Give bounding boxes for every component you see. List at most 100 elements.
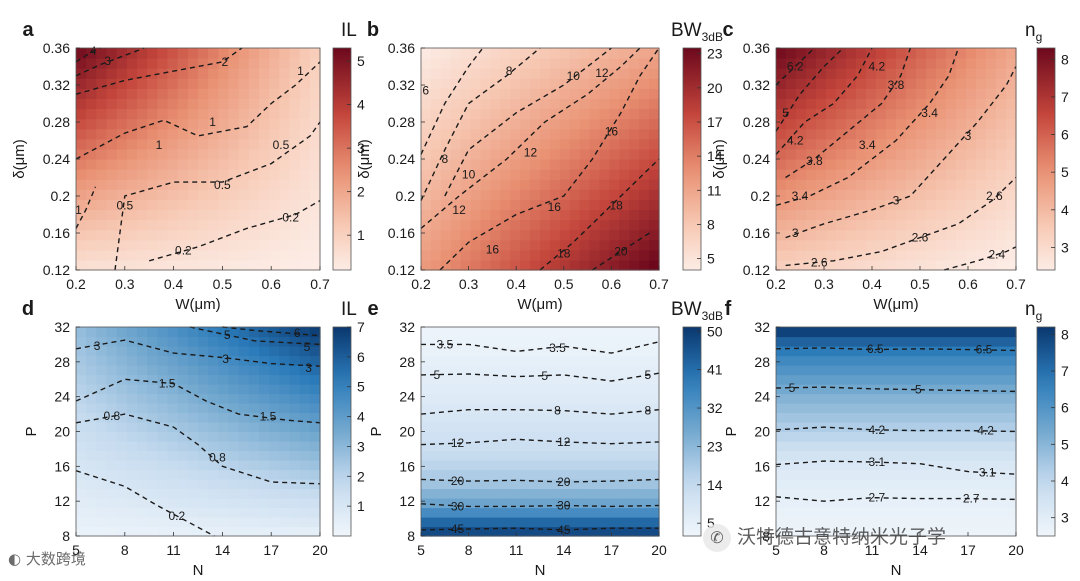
heatmap-cell — [157, 374, 169, 385]
heatmap-cell — [629, 460, 640, 471]
heatmap-cell — [126, 199, 138, 211]
heatmap-cell — [96, 526, 108, 537]
x-tick-label: 0.5 — [910, 276, 930, 292]
heatmap-cell — [259, 431, 270, 442]
heatmap-cell — [796, 58, 807, 69]
heatmap-cell — [500, 98, 511, 110]
contour-label: 6.2 — [787, 60, 804, 74]
heatmap-cell — [579, 346, 591, 357]
heatmap-cell — [106, 327, 118, 338]
heatmap-cell — [786, 384, 797, 395]
heatmap-cell — [996, 68, 1007, 79]
heatmap-cell — [826, 239, 837, 251]
heatmap-cell — [846, 403, 857, 414]
heatmap-cell — [976, 460, 987, 471]
heatmap-cell — [986, 189, 997, 200]
contour-label: 4.2 — [977, 424, 994, 438]
heatmap-cell — [157, 239, 169, 251]
heatmap-cell — [510, 189, 521, 200]
heatmap-cell — [126, 488, 138, 499]
heatmap-cell — [836, 346, 847, 357]
x-axis: 0.2 0.3 0.4 0.5 0.6 0.7W(μm) — [66, 266, 330, 313]
heatmap-cell — [826, 403, 837, 414]
heatmap-cell — [806, 98, 817, 110]
heatmap-cell — [816, 249, 827, 261]
heatmap-cell — [1006, 78, 1017, 89]
heatmap-cell — [599, 78, 611, 89]
heatmap-cell — [248, 507, 260, 518]
heatmap-cell — [906, 159, 917, 170]
heatmap-cell — [619, 412, 630, 423]
heatmap-cell — [269, 460, 280, 471]
heatmap-cell — [856, 403, 867, 414]
heatmap-cell — [299, 68, 311, 79]
heatmap-cell — [500, 365, 511, 376]
heatmap-cell — [649, 249, 660, 261]
heatmap-cell — [187, 393, 199, 404]
heatmap-cell — [886, 403, 897, 414]
heatmap-cell — [619, 148, 630, 160]
heatmap-cell — [167, 403, 179, 414]
heatmap-cell — [530, 469, 541, 480]
heatmap-cell — [876, 450, 887, 461]
heatmap-cell — [279, 374, 291, 385]
heatmap-cell — [238, 403, 250, 414]
heatmap-cell — [106, 460, 118, 471]
heatmap-cell — [986, 365, 997, 376]
heatmap-cell — [609, 179, 620, 190]
colorbar-gradient — [682, 326, 702, 537]
heatmap-cell — [259, 108, 270, 120]
heatmap-cell — [248, 327, 260, 338]
heatmap-cell — [856, 327, 867, 338]
heatmap-cell — [876, 460, 887, 471]
heatmap-cell — [836, 441, 847, 452]
heatmap-cell — [106, 412, 118, 423]
heatmap-cell — [806, 365, 817, 376]
heatmap-cell — [996, 98, 1007, 110]
heatmap-cell — [886, 199, 897, 211]
heatmap-cell — [450, 68, 462, 79]
contour-label: 1.5 — [159, 377, 176, 391]
heatmap-cell — [946, 78, 957, 89]
heatmap-cell — [116, 327, 128, 338]
heatmap-cell — [238, 393, 250, 404]
heatmap-cell — [886, 118, 897, 130]
heatmap-cell — [826, 169, 837, 180]
heatmap-cell — [167, 374, 179, 385]
heatmap-cell — [480, 118, 492, 130]
heatmap-cell — [549, 78, 561, 89]
contour-line-2p4 — [943, 246, 1017, 271]
heatmap-cell — [916, 108, 927, 120]
heatmap-cell — [480, 179, 492, 190]
heatmap-cell — [309, 229, 321, 241]
heatmap-cell — [279, 118, 291, 130]
heatmap-cell — [946, 403, 957, 414]
heatmap-cell — [579, 384, 591, 395]
heatmap-cell — [826, 58, 837, 69]
heatmap-cell — [289, 412, 301, 423]
heatmap-cell — [421, 431, 432, 442]
heatmap-cell — [187, 148, 199, 160]
heatmap-cell — [208, 128, 219, 140]
heatmap-cell — [926, 249, 937, 261]
heatmap-cell — [460, 355, 472, 366]
heatmap-cell — [886, 393, 897, 404]
heatmap-cell — [116, 128, 128, 140]
heatmap-cell — [540, 431, 551, 442]
x-axis-label: N — [891, 562, 902, 579]
heatmap-cell — [76, 355, 87, 366]
heatmap-cell — [569, 78, 581, 89]
heatmap-cell — [126, 412, 138, 423]
heatmap-cell — [906, 507, 917, 518]
heatmap-cell — [198, 159, 209, 170]
heatmap-cell — [806, 148, 817, 160]
heatmap-cell — [796, 148, 807, 160]
heatmap-cell — [796, 209, 807, 221]
heatmap-cell — [460, 403, 472, 414]
heatmap-cell — [966, 346, 977, 357]
heatmap-cell — [856, 209, 867, 221]
heatmap-cell — [490, 118, 501, 130]
heatmap-cell — [116, 148, 128, 160]
heatmap-cell — [946, 108, 957, 120]
contour-label: 8 — [441, 152, 448, 166]
